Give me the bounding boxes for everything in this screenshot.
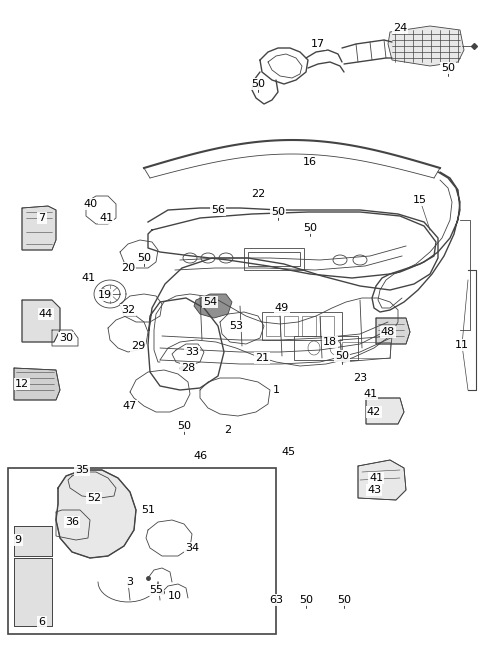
Text: 7: 7 — [38, 213, 46, 223]
Text: 49: 49 — [275, 303, 289, 313]
Text: 47: 47 — [123, 401, 137, 411]
Text: 53: 53 — [229, 321, 243, 331]
Text: 51: 51 — [141, 505, 155, 515]
Text: 30: 30 — [59, 333, 73, 343]
Text: 24: 24 — [393, 23, 407, 33]
Text: 10: 10 — [168, 591, 182, 601]
Text: 36: 36 — [65, 517, 79, 527]
Text: 46: 46 — [193, 451, 207, 461]
Bar — [320, 316, 334, 336]
Text: 18: 18 — [323, 337, 337, 347]
Polygon shape — [14, 558, 52, 626]
Bar — [266, 316, 280, 336]
Bar — [302, 316, 316, 336]
Text: 6: 6 — [38, 617, 46, 627]
Text: 21: 21 — [255, 353, 269, 363]
Text: 15: 15 — [413, 195, 427, 205]
Polygon shape — [388, 26, 464, 66]
Text: 48: 48 — [381, 327, 395, 337]
Text: 35: 35 — [75, 465, 89, 475]
Text: 50: 50 — [251, 79, 265, 89]
Text: 41: 41 — [363, 389, 377, 399]
Bar — [248, 252, 300, 266]
Polygon shape — [22, 206, 56, 250]
Text: 41: 41 — [81, 273, 95, 283]
Polygon shape — [22, 300, 60, 342]
Text: 45: 45 — [281, 447, 295, 457]
Text: 3: 3 — [127, 577, 133, 587]
Polygon shape — [194, 294, 232, 318]
Text: 12: 12 — [15, 379, 29, 389]
Text: 40: 40 — [83, 199, 97, 209]
Polygon shape — [14, 368, 60, 400]
Text: 56: 56 — [211, 205, 225, 215]
Text: 50: 50 — [335, 351, 349, 361]
Text: 23: 23 — [353, 373, 367, 383]
Bar — [262, 312, 342, 340]
Text: 34: 34 — [185, 543, 199, 553]
Text: 52: 52 — [87, 493, 101, 503]
Text: 42: 42 — [367, 407, 381, 417]
Polygon shape — [366, 398, 404, 424]
Text: 50: 50 — [137, 253, 151, 263]
Polygon shape — [376, 318, 410, 344]
Text: 41: 41 — [369, 473, 383, 483]
Text: 2: 2 — [225, 425, 231, 435]
Text: 28: 28 — [181, 363, 195, 373]
Bar — [284, 316, 298, 336]
Text: 20: 20 — [121, 263, 135, 273]
Text: 50: 50 — [441, 63, 455, 73]
Text: 19: 19 — [98, 290, 112, 300]
Text: 17: 17 — [311, 39, 325, 49]
Text: 55: 55 — [149, 585, 163, 595]
Text: 29: 29 — [131, 341, 145, 351]
Text: 50: 50 — [337, 595, 351, 605]
Text: 33: 33 — [185, 347, 199, 357]
Text: 50: 50 — [299, 595, 313, 605]
Polygon shape — [14, 526, 52, 556]
Text: 63: 63 — [269, 595, 283, 605]
Text: 32: 32 — [121, 305, 135, 315]
Polygon shape — [56, 470, 136, 558]
Text: 16: 16 — [303, 157, 317, 167]
Bar — [244, 248, 304, 270]
Text: 54: 54 — [203, 297, 217, 307]
Bar — [294, 336, 358, 360]
Text: 9: 9 — [14, 535, 22, 545]
Text: 50: 50 — [271, 207, 285, 217]
Text: 11: 11 — [455, 340, 469, 350]
Text: 50: 50 — [303, 223, 317, 233]
Text: 22: 22 — [251, 189, 265, 199]
Text: 41: 41 — [99, 213, 113, 223]
Bar — [8, 468, 276, 634]
Text: 44: 44 — [39, 309, 53, 319]
Text: 50: 50 — [177, 421, 191, 431]
Bar — [342, 342, 390, 358]
Text: 43: 43 — [367, 485, 381, 495]
Text: 1: 1 — [273, 385, 279, 395]
Polygon shape — [358, 460, 406, 500]
